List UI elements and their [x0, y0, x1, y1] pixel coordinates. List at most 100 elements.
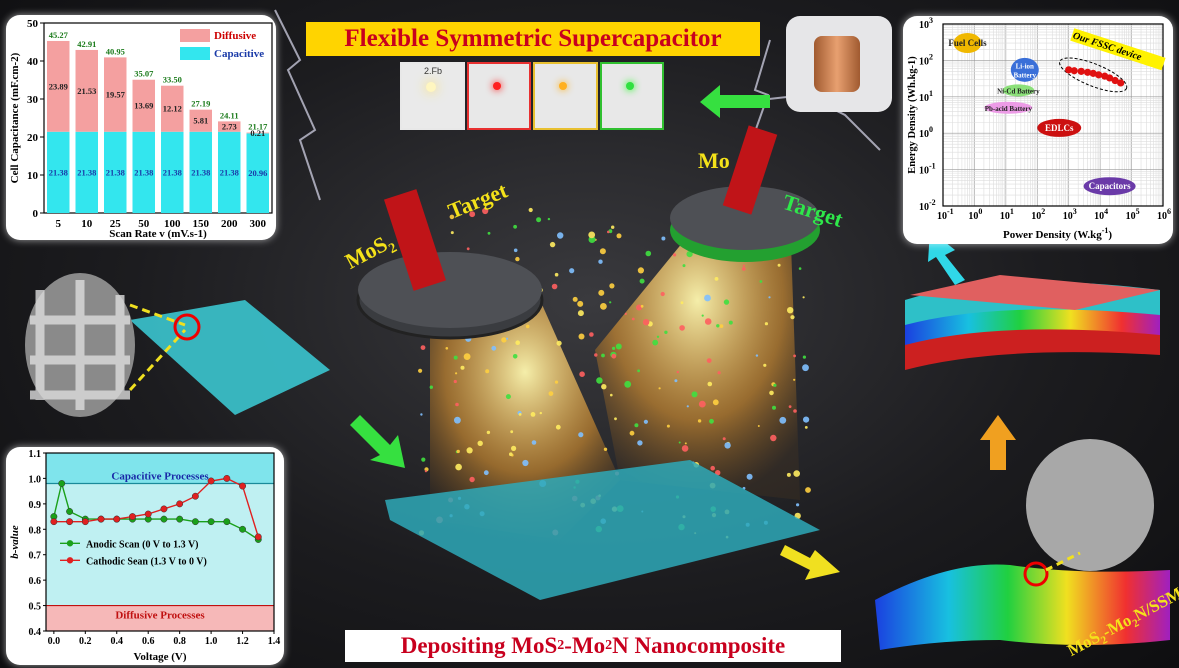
particle: [716, 324, 720, 328]
particle: [463, 353, 471, 360]
plot-frame: [45, 452, 275, 632]
data-label-diffusive: 5.81: [193, 116, 208, 126]
y-tick-label: 0.7: [29, 551, 42, 562]
region-ellipse: [984, 101, 1033, 114]
particle: [612, 346, 616, 350]
x-tick-label: 150: [193, 218, 210, 230]
data-label-capacitive: 21.38: [220, 167, 239, 177]
legend-marker: [66, 540, 74, 547]
y-tick-label: 103: [919, 16, 933, 31]
particle: [764, 322, 769, 326]
data-label-total: 33.50: [163, 75, 182, 85]
arrow-green-photo: [700, 85, 770, 118]
particle: [554, 272, 559, 277]
particle: [793, 470, 800, 477]
led-photo-label: 2.Fb: [424, 66, 443, 76]
data-point: [176, 500, 184, 508]
region-label: Fuel Cells: [948, 38, 987, 48]
data-point: [1089, 69, 1097, 77]
particle: [611, 353, 617, 359]
particle: [712, 399, 719, 406]
particle: [698, 400, 706, 408]
x-tick-label: 1.2: [236, 636, 249, 647]
bar-diffusive: [218, 121, 241, 132]
x-axis-label: Power Density (W.kg-1): [1003, 226, 1112, 241]
particle: [420, 413, 423, 416]
particle: [661, 236, 666, 241]
data-point: [144, 510, 152, 518]
data-label-total: 35.07: [134, 69, 154, 79]
particle: [715, 470, 721, 476]
y-tick-label: 0.8: [29, 525, 42, 536]
series-label-bg: [1070, 28, 1166, 71]
particle: [453, 355, 458, 360]
x-tick-label: 101: [1000, 207, 1014, 222]
particle: [660, 291, 665, 297]
data-point: [160, 505, 168, 513]
particle: [704, 318, 712, 325]
particle: [793, 354, 796, 358]
x-axis-label: Scan Rate v (mV.s-1): [109, 228, 207, 240]
data-point: [191, 492, 199, 500]
data-point: [1111, 76, 1119, 85]
data-label-diffusive: 0.21: [250, 128, 265, 138]
x-tick-label: 25: [110, 218, 122, 230]
data-point: [254, 533, 262, 541]
region-ellipse: [1037, 118, 1082, 137]
legend-marker: [66, 557, 74, 564]
page-title: Flexible Symmetric Supercapacitor: [306, 22, 760, 56]
particle: [768, 296, 771, 299]
particle: [658, 387, 661, 390]
particle: [506, 337, 509, 340]
data-point: [223, 518, 231, 526]
data-point: [207, 518, 215, 526]
data-label-diffusive: 21.53: [77, 86, 96, 96]
particle: [707, 381, 713, 387]
particle: [555, 424, 561, 430]
y-tick-label: 0.6: [29, 576, 42, 587]
particle: [515, 256, 520, 262]
mesh-substrate: [385, 460, 820, 600]
data-label-diffusive: 19.57: [106, 90, 126, 100]
particle: [450, 231, 454, 235]
particle: [722, 437, 726, 441]
particle: [536, 217, 542, 223]
particle: [421, 457, 426, 462]
particle: [724, 442, 731, 449]
particle: [505, 394, 511, 400]
y-tick-label: 10: [27, 170, 39, 182]
particle: [596, 377, 603, 384]
particle: [704, 294, 711, 302]
x-axis-label: Voltage (V): [133, 651, 186, 663]
x-tick-label: 200: [221, 218, 238, 230]
y-tick-label: 101: [919, 89, 933, 104]
particle: [456, 449, 460, 454]
particle: [449, 214, 455, 220]
y-tick-label: 10-1: [919, 162, 936, 177]
data-point: [1084, 68, 1092, 76]
particle: [453, 379, 457, 384]
y-tick-label: 10-2: [919, 198, 936, 213]
particle: [501, 337, 507, 343]
particle: [603, 447, 608, 451]
particle: [701, 314, 704, 317]
particle: [557, 232, 564, 239]
y-tick-label: 40: [27, 56, 39, 68]
data-point: [1106, 74, 1114, 82]
y-axis-label: Cell Capacitance (mF.cm-2): [9, 52, 21, 183]
data-point: [81, 518, 89, 526]
x-tick-label: 10: [81, 218, 93, 230]
sem-nanostructure-image: [1026, 439, 1154, 571]
particle: [686, 251, 693, 258]
data-label-diffusive: 23.89: [49, 81, 68, 91]
particle: [455, 402, 459, 407]
data-label-capacitive: 21.38: [163, 167, 182, 177]
particle: [681, 445, 689, 452]
particle: [802, 364, 809, 372]
particle: [455, 372, 458, 375]
particle: [777, 263, 781, 267]
bar-capacitive: [47, 131, 70, 213]
legend-swatch-capacitive: [180, 47, 210, 60]
particle: [601, 353, 605, 358]
particle: [637, 369, 640, 373]
